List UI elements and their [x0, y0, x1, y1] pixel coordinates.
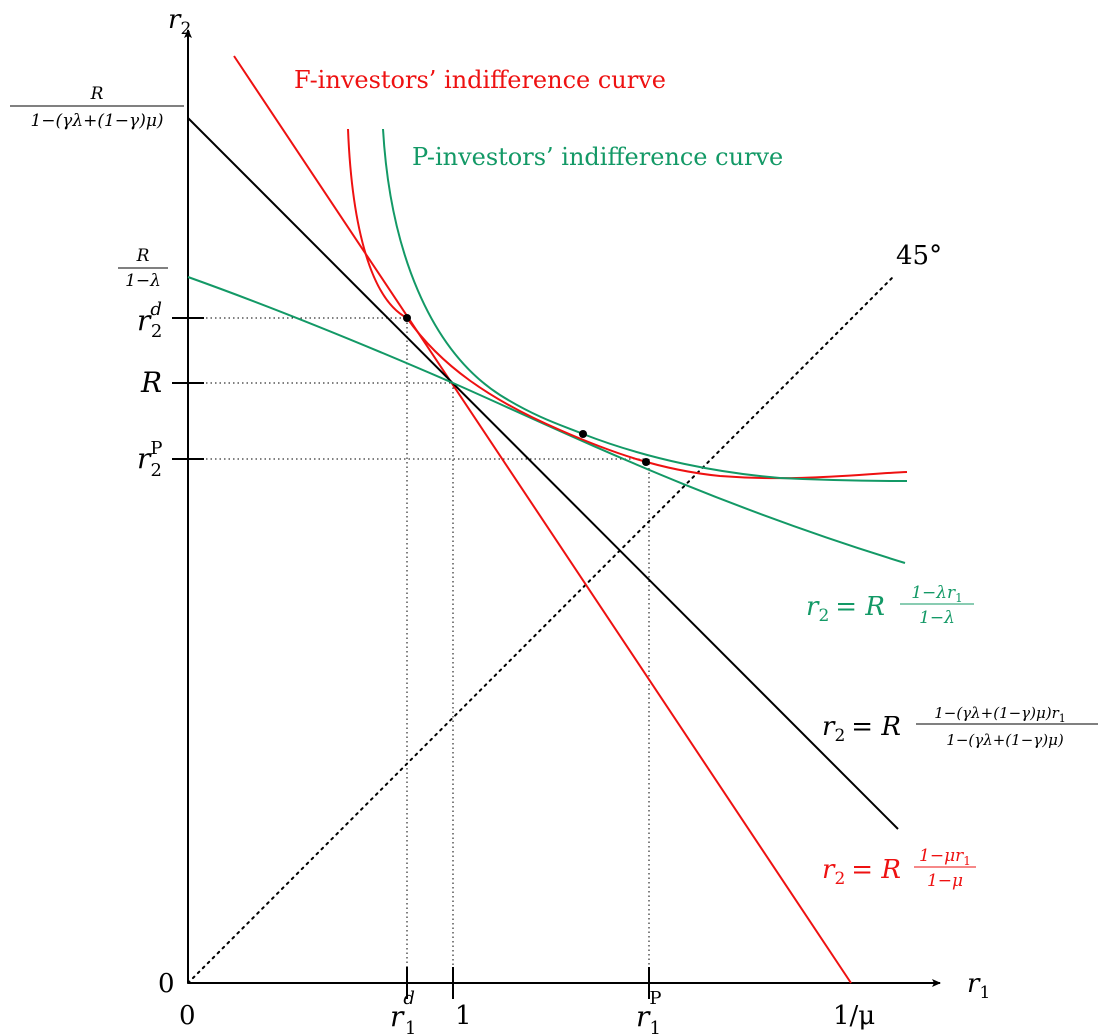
- eq-red-den: 1−μ: [927, 871, 963, 891]
- eq-red-lhs: r2 = R: [822, 855, 901, 889]
- frac2-den: 1−(γλ+(1−γ)μ): [30, 111, 163, 131]
- y-tick-frac-mixed: R 1−(γλ+(1−γ)μ): [10, 84, 184, 131]
- budget-line-red: [233, 55, 852, 984]
- p-indifference-curve: [382, 128, 908, 482]
- x-tick-r1P: rP 1: [636, 988, 662, 1036]
- eq-green-den: 1−λ: [919, 608, 955, 628]
- y-tick-R: R: [140, 366, 162, 399]
- equation-red: r2 = R 1−μr1 1−μ: [822, 846, 976, 891]
- point-tangency: [579, 430, 587, 438]
- x-axis-label: r1: [967, 969, 990, 1003]
- eq-black-lhs: r2 = R: [822, 712, 901, 746]
- eq-green-num: 1−λr1: [911, 583, 963, 605]
- tick-marks: [172, 317, 650, 999]
- y-tick-frac-1-minus-lambda: R 1−λ: [118, 246, 168, 291]
- budget-line-black: [187, 117, 899, 830]
- budget-line-green: [187, 276, 906, 564]
- equation-green: r2 = R 1−λr1 1−λ: [806, 583, 974, 628]
- equation-black: r2 = R 1−(γλ+(1−γ)μ)r1 1−(γλ+(1−γ)μ): [822, 704, 1098, 749]
- x-tick-zero: 0: [179, 1001, 196, 1031]
- guide-lines: [188, 317, 650, 980]
- frac2-num: R: [90, 84, 104, 104]
- y-tick-r2d: rd 2: [137, 299, 162, 342]
- eq-red-num: 1−μr1: [919, 846, 971, 868]
- eq-green-lhs: r2 = R: [806, 592, 885, 626]
- line-45-degree: [187, 276, 894, 984]
- frac1-den: 1−λ: [125, 271, 161, 291]
- label-f-curve: F-investors’ indifference curve: [294, 66, 666, 94]
- f-indifference-curve: [347, 128, 908, 480]
- x-tick-one: 1: [455, 1001, 472, 1031]
- point-p-contract: [642, 458, 650, 466]
- x-tick-inv-mu: 1/μ: [833, 1001, 875, 1031]
- eq-black-num: 1−(γλ+(1−γ)μ)r1: [934, 704, 1066, 725]
- y-tick-zero: 0: [158, 969, 175, 999]
- label-45-degree: 45°: [896, 241, 942, 271]
- y-tick-r2P: rP 2: [137, 438, 163, 481]
- eq-black-den: 1−(γλ+(1−γ)μ): [946, 731, 1064, 749]
- label-p-curve: P-investors’ indifference curve: [412, 143, 783, 171]
- point-deposit-contract: [403, 314, 411, 322]
- y-axis-label: r2: [168, 5, 191, 39]
- x-tick-r1d: rd 1: [390, 988, 416, 1036]
- frac1-num: R: [136, 246, 150, 266]
